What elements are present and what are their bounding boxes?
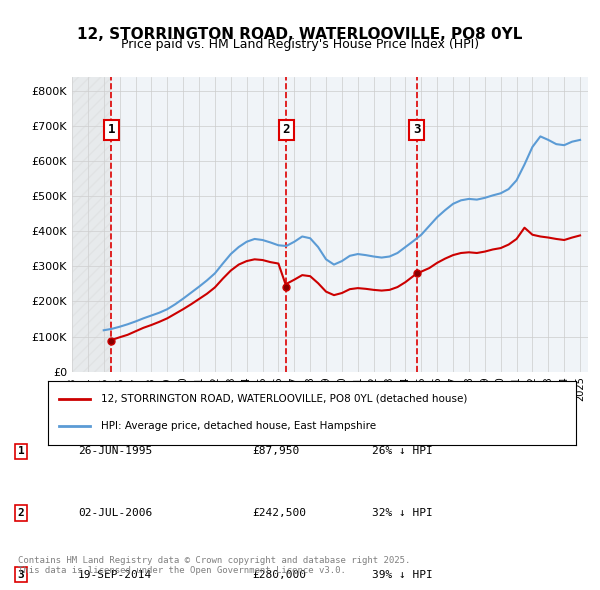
Text: Price paid vs. HM Land Registry's House Price Index (HPI): Price paid vs. HM Land Registry's House …	[121, 38, 479, 51]
Text: 3: 3	[413, 123, 421, 136]
Text: 12, STORRINGTON ROAD, WATERLOOVILLE, PO8 0YL: 12, STORRINGTON ROAD, WATERLOOVILLE, PO8…	[77, 27, 523, 41]
Text: £87,950: £87,950	[252, 447, 299, 456]
Text: 1: 1	[17, 447, 25, 456]
Text: 1: 1	[107, 123, 115, 136]
Text: 2: 2	[283, 123, 290, 136]
Text: 12, STORRINGTON ROAD, WATERLOOVILLE, PO8 0YL (detached house): 12, STORRINGTON ROAD, WATERLOOVILLE, PO8…	[101, 394, 467, 404]
Bar	[72, 77, 112, 372]
Text: 32% ↓ HPI: 32% ↓ HPI	[372, 508, 433, 518]
Text: 2: 2	[17, 508, 25, 518]
Text: Contains HM Land Registry data © Crown copyright and database right 2025.
This d: Contains HM Land Registry data © Crown c…	[18, 556, 410, 575]
Text: 26% ↓ HPI: 26% ↓ HPI	[372, 447, 433, 456]
Text: 19-SEP-2014: 19-SEP-2014	[78, 570, 152, 579]
Text: 26-JUN-1995: 26-JUN-1995	[78, 447, 152, 456]
Text: 39% ↓ HPI: 39% ↓ HPI	[372, 570, 433, 579]
Text: 02-JUL-2006: 02-JUL-2006	[78, 508, 152, 518]
Text: £280,000: £280,000	[252, 570, 306, 579]
Text: £242,500: £242,500	[252, 508, 306, 518]
Text: HPI: Average price, detached house, East Hampshire: HPI: Average price, detached house, East…	[101, 421, 376, 431]
Text: 3: 3	[17, 570, 25, 579]
